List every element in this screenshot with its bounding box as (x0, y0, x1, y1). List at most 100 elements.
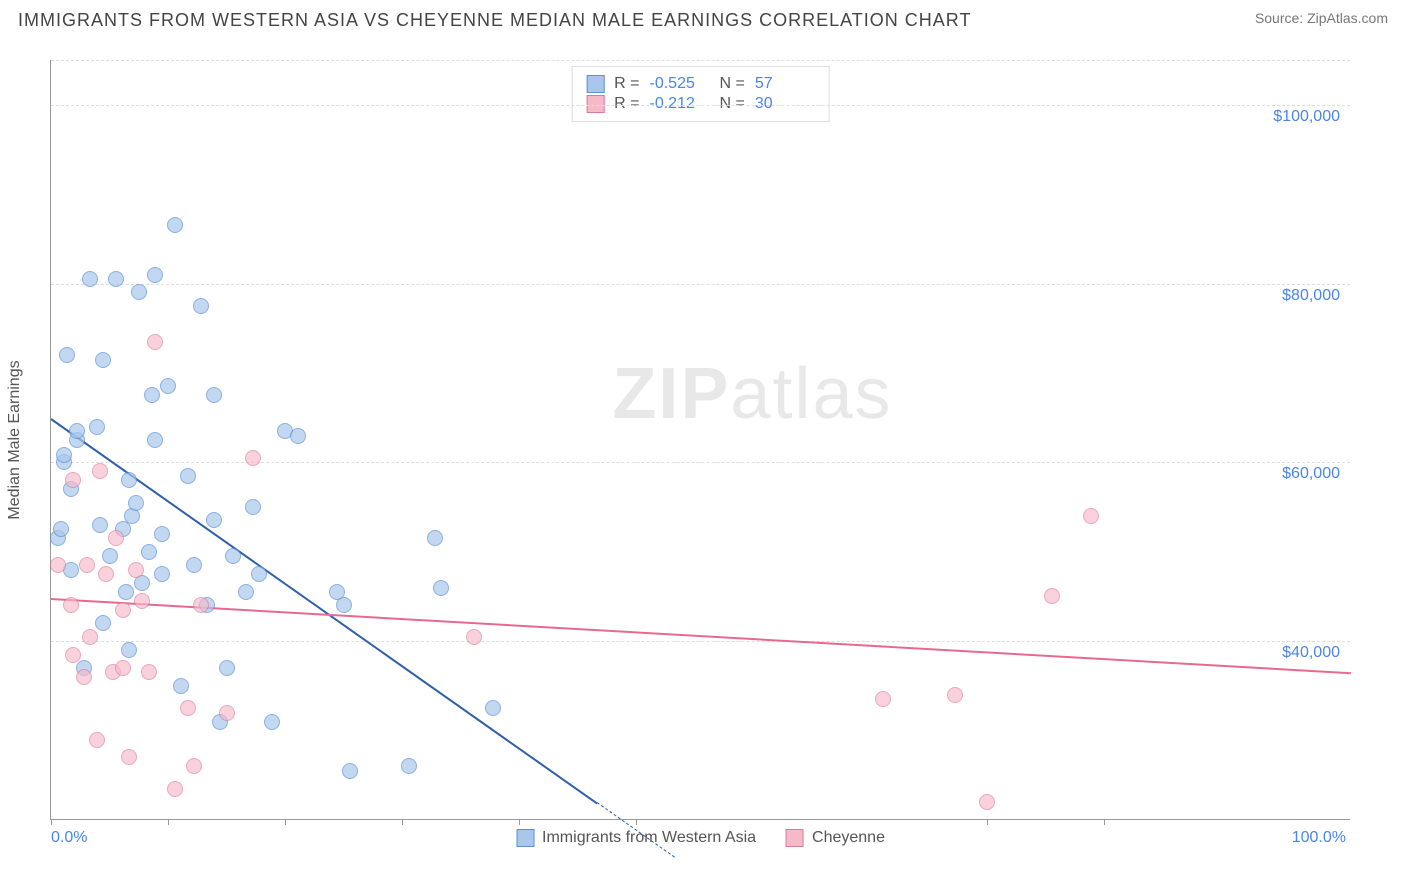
data-point (118, 584, 134, 600)
data-point (193, 597, 209, 613)
y-axis-title: Median Male Earnings (6, 360, 24, 519)
x-tick (402, 819, 403, 825)
y-tick-label: $40,000 (1282, 644, 1340, 662)
data-point (50, 557, 66, 573)
data-point (225, 548, 241, 564)
data-point (875, 691, 891, 707)
data-point (115, 602, 131, 618)
data-point (947, 687, 963, 703)
data-point (89, 732, 105, 748)
data-point (95, 352, 111, 368)
n-label: N = (720, 75, 745, 93)
data-point (219, 705, 235, 721)
y-tick-label: $80,000 (1282, 287, 1340, 305)
legend-swatch (586, 75, 604, 93)
legend-label: Cheyenne (812, 829, 885, 847)
data-point (264, 714, 280, 730)
data-point (92, 463, 108, 479)
data-point (147, 432, 163, 448)
data-point (53, 521, 69, 537)
data-point (128, 562, 144, 578)
stats-row: R =-0.525N =57 (586, 75, 815, 93)
bottom-legend: Immigrants from Western Asia Cheyenne (516, 829, 885, 847)
x-tick (519, 819, 520, 825)
data-point (82, 629, 98, 645)
data-point (108, 530, 124, 546)
data-point (219, 660, 235, 676)
data-point (427, 530, 443, 546)
chart-source: Source: ZipAtlas.com (1255, 10, 1388, 26)
legend-item: Immigrants from Western Asia (516, 829, 756, 847)
data-point (121, 642, 137, 658)
plot-area: Median Male Earnings ZIPatlas R =-0.525N… (50, 60, 1350, 820)
legend-swatch (786, 829, 804, 847)
data-point (98, 566, 114, 582)
data-point (206, 387, 222, 403)
data-point (56, 447, 72, 463)
data-point (167, 217, 183, 233)
data-point (121, 749, 137, 765)
data-point (186, 758, 202, 774)
data-point (193, 298, 209, 314)
x-tick (51, 819, 52, 825)
source-value: ZipAtlas.com (1307, 10, 1388, 26)
data-point (76, 669, 92, 685)
x-tick (636, 819, 637, 825)
data-point (69, 423, 85, 439)
watermark-atlas: atlas (730, 354, 892, 434)
trend-line (51, 598, 1351, 674)
data-point (238, 584, 254, 600)
source-label: Source: (1255, 10, 1303, 26)
data-point (167, 781, 183, 797)
data-point (92, 517, 108, 533)
data-point (59, 347, 75, 363)
data-point (154, 526, 170, 542)
chart-title: IMMIGRANTS FROM WESTERN ASIA VS CHEYENNE… (18, 10, 971, 31)
x-min-label: 0.0% (51, 829, 87, 847)
data-point (102, 548, 118, 564)
data-point (131, 284, 147, 300)
data-point (336, 597, 352, 613)
stats-legend-box: R =-0.525N =57R =-0.212N =30 (571, 66, 830, 122)
data-point (342, 763, 358, 779)
gridline (51, 105, 1350, 106)
r-label: R = (614, 75, 639, 93)
r-value: -0.525 (650, 75, 710, 93)
gridline (51, 60, 1350, 61)
data-point (245, 450, 261, 466)
data-point (979, 794, 995, 810)
data-point (95, 615, 111, 631)
x-tick (285, 819, 286, 825)
data-point (82, 271, 98, 287)
data-point (154, 566, 170, 582)
data-point (290, 428, 306, 444)
data-point (180, 468, 196, 484)
data-point (65, 647, 81, 663)
data-point (108, 271, 124, 287)
data-point (1083, 508, 1099, 524)
gridline (51, 284, 1350, 285)
data-point (245, 499, 261, 515)
watermark-zip: ZIP (612, 354, 730, 434)
data-point (128, 495, 144, 511)
legend-swatch (516, 829, 534, 847)
data-point (1044, 588, 1060, 604)
data-point (206, 512, 222, 528)
x-max-label: 100.0% (1292, 829, 1346, 847)
data-point (79, 557, 95, 573)
data-point (401, 758, 417, 774)
data-point (65, 472, 81, 488)
data-point (251, 566, 267, 582)
chart-header: IMMIGRANTS FROM WESTERN ASIA VS CHEYENNE… (0, 0, 1406, 37)
data-point (485, 700, 501, 716)
data-point (141, 544, 157, 560)
data-point (433, 580, 449, 596)
watermark: ZIPatlas (612, 353, 892, 435)
data-point (160, 378, 176, 394)
data-point (121, 472, 137, 488)
data-point (63, 597, 79, 613)
data-point (147, 267, 163, 283)
x-tick (168, 819, 169, 825)
y-tick-label: $100,000 (1273, 108, 1340, 126)
legend-item: Cheyenne (786, 829, 885, 847)
